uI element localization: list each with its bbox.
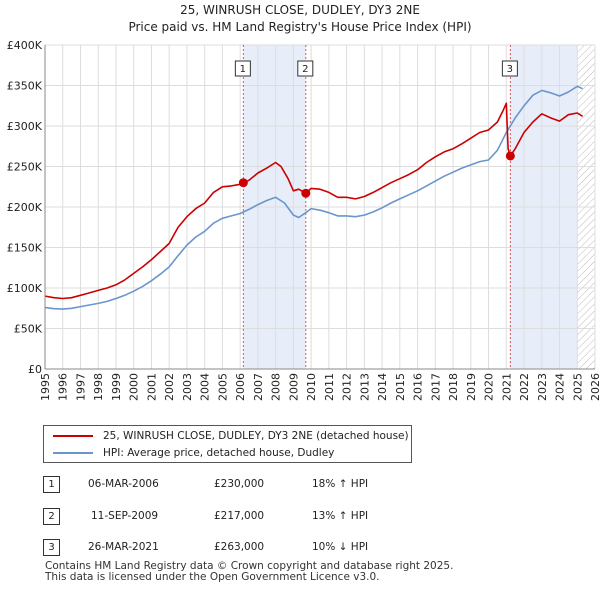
table-row: 2 11-SEP-2009 £217,000 13% ↑ HPI [43,506,463,528]
legend-item-hpi: HPI: Average price, detached house, Dudl… [53,445,334,461]
x-tick-label: 2005 [216,373,229,401]
x-tick-label: 2023 [536,373,549,401]
sale-number-badge: 2 [43,508,60,525]
y-tick-label: £300K [7,120,43,133]
y-tick-label: £150K [7,242,43,255]
sale-date: 26-MAR-2021 [88,541,159,553]
x-tick-label: 1999 [110,373,123,401]
sale-date: 11-SEP-2009 [91,510,159,522]
y-tick-label: £0 [28,363,42,376]
x-tick-label: 2006 [234,373,247,401]
x-tick-label: 2011 [323,373,336,401]
x-tick-label: 1998 [92,373,105,401]
legend-item-property: 25, WINRUSH CLOSE, DUDLEY, DY3 2NE (deta… [53,428,409,444]
x-tick-label: 1995 [39,373,52,401]
x-tick-label: 2002 [163,373,176,401]
x-tick-label: 2018 [447,373,460,401]
x-tick-label: 2026 [589,373,600,401]
x-tick-label: 2017 [429,373,442,401]
x-tick-label: 2016 [412,373,425,401]
x-tick-label: 2009 [287,373,300,401]
table-row: 1 06-MAR-2006 £230,000 18% ↑ HPI [43,474,463,496]
x-tick-label: 2021 [500,373,513,401]
x-tick-label: 2020 [483,373,496,401]
sale-price: £217,000 [214,510,265,522]
y-tick-label: £100K [7,282,43,295]
y-tick-label: £200K [7,201,43,214]
sale-number-box [501,60,518,77]
sale-price: £263,000 [214,541,265,553]
y-tick-label: £50K [14,323,43,336]
x-tick-label: 1996 [57,373,70,401]
x-tick-label: 2008 [270,373,283,401]
chart-subtitle: Price paid vs. HM Land Registry's House … [128,20,472,34]
chart-title-block: 25, WINRUSH CLOSE, DUDLEY, DY3 2NE Price… [0,2,600,36]
x-tick-label: 2013 [358,373,371,401]
sale-number-badge: 3 [43,539,60,556]
chart-title: 25, WINRUSH CLOSE, DUDLEY, DY3 2NE [180,3,420,17]
price-chart: 1 2 3 £0 £50K £100K £150K £200K £250K £300K £350K… [7,39,600,401]
sale-point [238,178,248,188]
footer-copyright: Contains HM Land Registry data © Crown c… [45,560,454,572]
y-tick-label: £250K [7,161,43,174]
x-tick-label: 2010 [305,373,318,401]
sale-price: £230,000 [214,478,265,490]
x-tick-label: 2014 [376,373,389,401]
footer: Contains HM Land Registry data © Crown c… [45,561,453,583]
sale-point [301,188,311,198]
legend-label-hpi: HPI: Average price, detached house, Dudl… [103,447,335,459]
x-tick-label: 2015 [394,373,407,401]
x-tick-label: 2001 [145,373,158,401]
legend-swatch-hpi [53,452,93,454]
x-tick-label: 2024 [554,373,567,401]
grid-layer [44,44,596,370]
sale-point [505,151,515,161]
x-tick-label: 2019 [465,373,478,401]
x-tick-label: 2007 [252,373,265,401]
x-tick-label: 2022 [518,373,531,401]
x-tick-label: 2025 [571,373,584,401]
table-row: 3 26-MAR-2021 £263,000 10% ↓ HPI [43,537,463,559]
sale-number-label: 2 [302,64,308,75]
y-tick-label: £350K [7,80,43,93]
sale-date: 06-MAR-2006 [88,478,159,490]
hpi-series-line [44,85,583,310]
sale-number-badge: 1 [43,476,60,493]
x-tick-label: 2004 [199,373,212,401]
x-tick-label: 2003 [181,373,194,401]
legend-label-property: 25, WINRUSH CLOSE, DUDLEY, DY3 2NE (deta… [103,430,409,442]
footer-licence: This data is licensed under the Open Gov… [45,571,380,583]
sale-number-label: 1 [240,64,246,75]
property-series-line [44,102,584,300]
legend-swatch-property [53,435,93,437]
x-tick-label: 2000 [128,373,141,401]
sale-number-box [297,60,314,77]
marker-layer: 1 2 3 [234,60,518,198]
series-layer [44,85,584,310]
sale-number-box [234,60,251,77]
axis-layer: £0 £50K £100K £150K £200K £250K £300K £350K £400… [7,39,600,401]
x-tick-label: 2012 [341,373,354,401]
y-tick-label: £400K [7,39,43,52]
x-tick-label: 1997 [74,373,87,401]
legend: 25, WINRUSH CLOSE, DUDLEY, DY3 2NE (deta… [43,425,412,463]
sale-hpi-diff: 13% ↑ HPI [312,510,369,522]
sale-hpi-diff: 18% ↑ HPI [312,478,369,490]
sale-number-label: 3 [507,64,513,75]
sale-hpi-diff: 10% ↓ HPI [312,541,369,553]
